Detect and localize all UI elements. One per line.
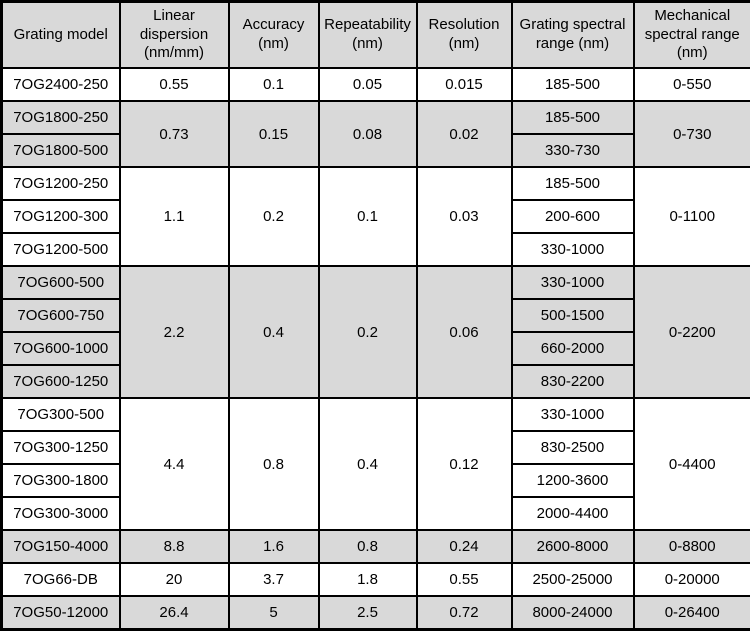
table-row: 7OG2400-250 0.55 0.1 0.05 0.015 185-500 … xyxy=(2,68,750,101)
cell-grating-range: 200-600 xyxy=(512,200,634,233)
cell-accuracy: 1.6 xyxy=(229,530,319,563)
cell-grating-range: 2500-25000 xyxy=(512,563,634,596)
cell-model: 7OG2400-250 xyxy=(2,68,120,101)
cell-model: 7OG600-750 xyxy=(2,299,120,332)
cell-resolution: 0.06 xyxy=(417,266,512,398)
cell-model: 7OG300-3000 xyxy=(2,497,120,530)
cell-linear-dispersion: 20 xyxy=(120,563,229,596)
cell-resolution: 0.015 xyxy=(417,68,512,101)
cell-mechanical-range: 0-8800 xyxy=(634,530,750,563)
cell-linear-dispersion: 2.2 xyxy=(120,266,229,398)
cell-model: 7OG66-DB xyxy=(2,563,120,596)
cell-model: 7OG50-12000 xyxy=(2,596,120,629)
cell-linear-dispersion: 8.8 xyxy=(120,530,229,563)
column-header-grating-model: Grating model xyxy=(2,2,120,69)
cell-model: 7OG300-500 xyxy=(2,398,120,431)
cell-grating-range: 830-2500 xyxy=(512,431,634,464)
table-row: 7OG50-12000 26.4 5 2.5 0.72 8000-24000 0… xyxy=(2,596,750,629)
cell-grating-range: 185-500 xyxy=(512,167,634,200)
cell-mechanical-range: 0-730 xyxy=(634,101,750,167)
cell-model: 7OG600-1250 xyxy=(2,365,120,398)
cell-model: 7OG600-1000 xyxy=(2,332,120,365)
cell-model: 7OG600-500 xyxy=(2,266,120,299)
cell-accuracy: 0.2 xyxy=(229,167,319,266)
cell-resolution: 0.12 xyxy=(417,398,512,530)
cell-model: 7OG1200-300 xyxy=(2,200,120,233)
cell-model: 7OG150-4000 xyxy=(2,530,120,563)
cell-resolution: 0.24 xyxy=(417,530,512,563)
cell-linear-dispersion: 4.4 xyxy=(120,398,229,530)
cell-grating-range: 330-730 xyxy=(512,134,634,167)
cell-grating-range: 330-1000 xyxy=(512,398,634,431)
cell-model: 7OG1200-500 xyxy=(2,233,120,266)
column-header-linear-dispersion: Linear dispersion (nm/mm) xyxy=(120,2,229,69)
cell-mechanical-range: 0-4400 xyxy=(634,398,750,530)
cell-grating-range: 185-500 xyxy=(512,101,634,134)
cell-mechanical-range: 0-2200 xyxy=(634,266,750,398)
cell-accuracy: 0.4 xyxy=(229,266,319,398)
table-row: 7OG1200-250 1.1 0.2 0.1 0.03 185-500 0-1… xyxy=(2,167,750,200)
cell-model: 7OG1200-250 xyxy=(2,167,120,200)
cell-accuracy: 3.7 xyxy=(229,563,319,596)
cell-grating-range: 830-2200 xyxy=(512,365,634,398)
cell-grating-range: 2000-4400 xyxy=(512,497,634,530)
cell-mechanical-range: 0-20000 xyxy=(634,563,750,596)
cell-grating-range: 500-1500 xyxy=(512,299,634,332)
cell-grating-range: 330-1000 xyxy=(512,233,634,266)
table-row: 7OG150-4000 8.8 1.6 0.8 0.24 2600-8000 0… xyxy=(2,530,750,563)
cell-mechanical-range: 0-550 xyxy=(634,68,750,101)
header-row: Grating model Linear dispersion (nm/mm) … xyxy=(2,2,750,69)
cell-linear-dispersion: 0.73 xyxy=(120,101,229,167)
cell-model: 7OG300-1800 xyxy=(2,464,120,497)
cell-repeatability: 0.8 xyxy=(319,530,417,563)
column-header-repeatability: Repeatability (nm) xyxy=(319,2,417,69)
cell-repeatability: 0.1 xyxy=(319,167,417,266)
cell-repeatability: 1.8 xyxy=(319,563,417,596)
cell-resolution: 0.02 xyxy=(417,101,512,167)
cell-model: 7OG1800-500 xyxy=(2,134,120,167)
table-row: 7OG1800-250 0.73 0.15 0.08 0.02 185-500 … xyxy=(2,101,750,134)
cell-accuracy: 0.8 xyxy=(229,398,319,530)
cell-resolution: 0.03 xyxy=(417,167,512,266)
cell-accuracy: 0.1 xyxy=(229,68,319,101)
cell-grating-range: 8000-24000 xyxy=(512,596,634,629)
cell-mechanical-range: 0-26400 xyxy=(634,596,750,629)
cell-linear-dispersion: 26.4 xyxy=(120,596,229,629)
column-header-grating-spectral-range: Grating spectral range (nm) xyxy=(512,2,634,69)
cell-repeatability: 0.2 xyxy=(319,266,417,398)
cell-grating-range: 660-2000 xyxy=(512,332,634,365)
cell-linear-dispersion: 1.1 xyxy=(120,167,229,266)
cell-repeatability: 0.05 xyxy=(319,68,417,101)
cell-repeatability: 0.4 xyxy=(319,398,417,530)
cell-accuracy: 5 xyxy=(229,596,319,629)
cell-model: 7OG1800-250 xyxy=(2,101,120,134)
cell-grating-range: 330-1000 xyxy=(512,266,634,299)
cell-mechanical-range: 0-1100 xyxy=(634,167,750,266)
cell-repeatability: 2.5 xyxy=(319,596,417,629)
cell-grating-range: 185-500 xyxy=(512,68,634,101)
cell-grating-range: 2600-8000 xyxy=(512,530,634,563)
cell-accuracy: 0.15 xyxy=(229,101,319,167)
cell-linear-dispersion: 0.55 xyxy=(120,68,229,101)
table-row: 7OG600-500 2.2 0.4 0.2 0.06 330-1000 0-2… xyxy=(2,266,750,299)
table-row: 7OG66-DB 20 3.7 1.8 0.55 2500-25000 0-20… xyxy=(2,563,750,596)
cell-model: 7OG300-1250 xyxy=(2,431,120,464)
column-header-resolution: Resolution (nm) xyxy=(417,2,512,69)
cell-repeatability: 0.08 xyxy=(319,101,417,167)
cell-grating-range: 1200-3600 xyxy=(512,464,634,497)
cell-resolution: 0.72 xyxy=(417,596,512,629)
cell-resolution: 0.55 xyxy=(417,563,512,596)
column-header-accuracy: Accuracy (nm) xyxy=(229,2,319,69)
column-header-mechanical-spectral-range: Mechanical spectral range (nm) xyxy=(634,2,750,69)
table-row: 7OG300-500 4.4 0.8 0.4 0.12 330-1000 0-4… xyxy=(2,398,750,431)
